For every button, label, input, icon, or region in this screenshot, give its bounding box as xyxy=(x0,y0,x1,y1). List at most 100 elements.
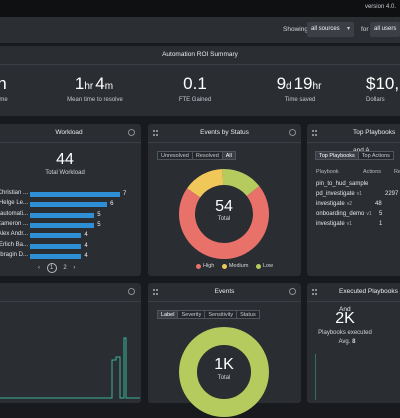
avg-label: Avg. xyxy=(338,339,351,345)
kpi-value: 19 xyxy=(293,74,313,93)
table-row[interactable]: investigate v1 1 xyxy=(316,221,400,227)
table-row[interactable]: pin_to_hud_sample xyxy=(316,181,400,187)
kpi-value: 0.1 xyxy=(183,74,207,93)
bar-row: Erlich Ba... 4 xyxy=(0,242,140,251)
executed-total: 2K xyxy=(335,310,355,327)
users-select[interactable]: all users xyxy=(370,22,400,37)
divider xyxy=(148,301,301,302)
top-playbooks-panel: Top Playbooks and A xyxy=(307,124,400,276)
bar xyxy=(30,202,108,208)
kpi-unit: d xyxy=(286,81,292,92)
kpi-value: n xyxy=(0,74,7,93)
kpi-unit: hr xyxy=(312,81,322,92)
bar-value: 4 xyxy=(84,242,88,249)
roi-summary-panel: Automation ROI Summary xyxy=(0,46,400,116)
kpi-time: n time xyxy=(0,74,14,103)
divider xyxy=(0,142,141,143)
bar xyxy=(30,212,95,218)
timeline-panel xyxy=(0,283,141,403)
pager-page-1[interactable]: 1 xyxy=(46,263,57,273)
playbook-name: investigate xyxy=(316,221,345,227)
kpi-label: time xyxy=(0,97,8,103)
legend-item-medium: Medium xyxy=(221,263,248,269)
tab-label[interactable]: Label xyxy=(157,310,179,319)
gear-icon[interactable] xyxy=(289,129,296,136)
divider xyxy=(0,64,400,65)
pager-prev[interactable]: ‹ xyxy=(38,265,40,271)
kpi-unit: m xyxy=(104,81,114,92)
kpi-time-saved: 9d 19hr Time saved xyxy=(265,74,335,103)
donut-slice-medium[interactable] xyxy=(187,169,224,198)
events-by-status-donut xyxy=(179,169,269,259)
workload-title: Workload xyxy=(55,129,83,136)
bar-row: automati... 5 xyxy=(0,211,140,220)
playbook-actions: 5 xyxy=(379,211,383,217)
executed-avg: Avg. 8 xyxy=(322,339,372,345)
workload-total-label: Total Workload xyxy=(45,170,85,176)
bar-label: Christian ... xyxy=(0,190,28,196)
legend-label: High xyxy=(203,263,215,269)
donut-slice-high[interactable] xyxy=(179,186,269,259)
dashboard-grid-icon xyxy=(153,130,159,136)
kpi-mttr: 1hr 4m Mean time to resolve xyxy=(60,74,130,103)
sources-select[interactable]: all sources ▾ xyxy=(307,22,354,37)
playbook-name: onboarding_demo xyxy=(316,211,365,217)
playbook-actions: 1 xyxy=(379,221,383,227)
version-label: version 4.0. xyxy=(364,4,396,10)
legend-dot xyxy=(196,263,201,269)
tab-top-actions[interactable]: Top Actions xyxy=(357,151,394,160)
bar-value: 5 xyxy=(97,211,101,218)
bar-label: hbragin D... xyxy=(0,251,28,258)
divider xyxy=(307,301,400,302)
status-total: 54 xyxy=(215,198,233,215)
users-select-value: all users xyxy=(374,26,397,32)
table-row[interactable]: investigate v2 48 xyxy=(316,201,400,207)
tab-unresolved[interactable]: Unresolved xyxy=(157,151,193,160)
gear-icon[interactable] xyxy=(128,129,135,136)
events-total: 1K xyxy=(214,356,234,373)
table-row[interactable]: onboarding_demo v1 5 xyxy=(316,211,400,217)
kpi-dollars: $10, Dollars xyxy=(366,74,400,103)
executed-total-label: Playbooks executed xyxy=(318,330,372,336)
pager-next[interactable]: › xyxy=(73,265,76,271)
playbook-version: v1 xyxy=(356,191,362,197)
gear-icon[interactable] xyxy=(128,288,135,295)
kpi-label: FTE Gained xyxy=(178,97,212,103)
column-header-re: Re xyxy=(394,169,400,175)
tab-all[interactable]: All xyxy=(221,151,236,160)
dashboard-grid-icon xyxy=(153,289,159,295)
bar-row: hbragin D... 4 xyxy=(0,252,140,261)
pager-page-2[interactable]: 2 xyxy=(63,265,67,271)
tab-resolved[interactable]: Resolved xyxy=(191,151,223,160)
roi-summary-title: Automation ROI Summary xyxy=(162,51,238,58)
dashboard-grid-icon xyxy=(312,130,318,136)
legend-item-low: Low xyxy=(255,263,273,269)
events-by-status-title: Events by Status xyxy=(200,129,249,136)
sources-select-value: all sources xyxy=(311,26,340,32)
column-header-playbook: Playbook xyxy=(316,169,339,175)
bar-row: Christian ... 7 xyxy=(0,190,140,199)
bar-value: 7 xyxy=(123,191,127,197)
tab-status[interactable]: Status xyxy=(236,310,260,319)
donut-slice-low[interactable] xyxy=(222,169,260,196)
bar-row: Cameron ... 5 xyxy=(0,221,140,230)
tab-severity[interactable]: Severity xyxy=(177,310,206,319)
executed-playbooks-panel: Executed Playbooks And xyxy=(307,283,400,403)
events-title: Events xyxy=(214,288,235,295)
workload-total: 44 xyxy=(56,151,74,168)
playbook-version: v1 xyxy=(366,211,372,217)
table-row[interactable]: pd_investigate v1 2297 xyxy=(316,191,400,197)
legend-dot xyxy=(221,263,227,269)
series-line xyxy=(0,337,140,399)
for-label: for xyxy=(361,26,369,33)
gear-icon[interactable] xyxy=(289,288,296,295)
bar xyxy=(30,233,82,239)
avg-value: 8 xyxy=(352,339,356,345)
bar xyxy=(30,192,120,197)
bar-label: Cameron ... xyxy=(0,220,28,227)
bar-row: Alex Andr... 4 xyxy=(0,231,140,240)
tab-sensitivity[interactable]: Sensitivity xyxy=(204,310,238,319)
filter-bar: Showing all sources ▾ for all users xyxy=(0,17,400,43)
kpi-label: Dollars xyxy=(366,97,385,103)
tab-top-playbooks[interactable]: Top Playbooks xyxy=(315,151,359,160)
